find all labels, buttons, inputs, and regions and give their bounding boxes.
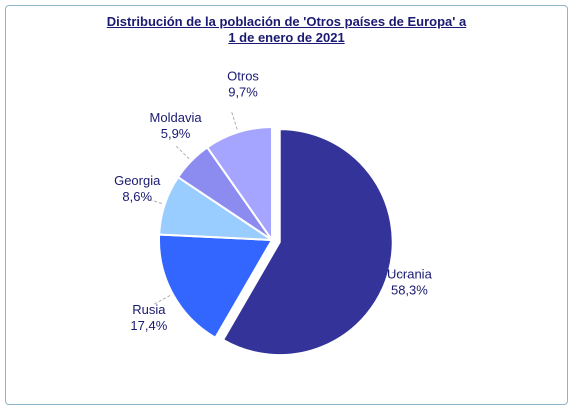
leader-line (143, 197, 163, 205)
slice-value-label: 8,6% (122, 189, 152, 204)
title-box: Distribución de la población de 'Otros p… (0, 14, 573, 47)
leader-line (391, 271, 411, 278)
pie-slice (221, 128, 394, 357)
slice-value-label: 9,7% (228, 85, 258, 100)
slice-label: Otros (227, 69, 259, 84)
slice-value-label: 5,9% (161, 126, 191, 141)
slice-value-label: 17,4% (130, 318, 167, 333)
chart-title: Distribución de la población de 'Otros p… (106, 14, 467, 45)
leader-line (230, 111, 238, 130)
slice-label: Moldavia (150, 110, 203, 125)
pie-slice (158, 233, 274, 340)
leader-line (175, 145, 190, 160)
leader-line (153, 295, 171, 305)
slice-label: Rusia (132, 302, 166, 317)
slice-value-label: 58,3% (391, 282, 428, 297)
slice-label: Georgia (114, 173, 161, 188)
pie-slice (205, 125, 273, 244)
slice-label: Ucrania (387, 266, 433, 281)
